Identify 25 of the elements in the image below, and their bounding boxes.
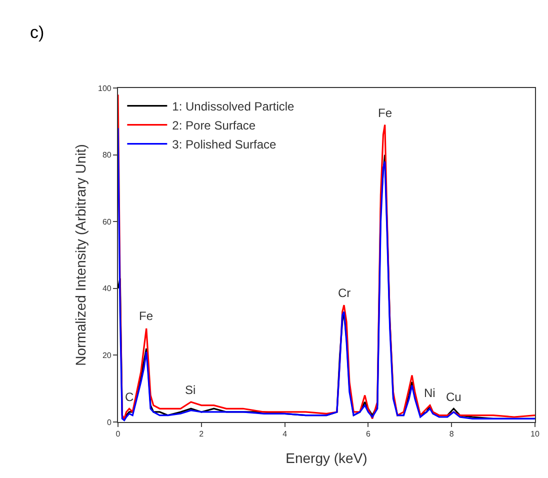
x-axis-title: Energy (keV) bbox=[286, 450, 368, 466]
x-tick-label: 8 bbox=[449, 430, 454, 439]
y-tick-label: 0 bbox=[106, 418, 112, 427]
legend-label: 3: Polished Surface bbox=[172, 138, 277, 152]
y-axis-title: Normalized Intensity (Arbitrary Unit) bbox=[72, 144, 89, 366]
annotation: Si bbox=[185, 383, 196, 397]
annotation: Fe bbox=[378, 106, 392, 120]
y-tick-label: 40 bbox=[102, 284, 112, 294]
x-tick-label: 6 bbox=[366, 430, 371, 439]
y-tick-label: 80 bbox=[102, 150, 112, 160]
x-tick-label: 10 bbox=[530, 430, 540, 439]
y-tick-label: 60 bbox=[102, 217, 112, 226]
y-tick-label: 20 bbox=[102, 351, 112, 360]
x-tick-label: 4 bbox=[282, 430, 288, 439]
annotation: Cu bbox=[446, 390, 462, 404]
annotation: Cr bbox=[338, 286, 351, 300]
legend-label: 2: Pore Surface bbox=[172, 118, 256, 133]
x-tick-label: 0 bbox=[116, 430, 121, 439]
x-tick-label: 2 bbox=[199, 430, 204, 439]
annotation: C bbox=[125, 390, 134, 404]
text: c) bbox=[30, 23, 44, 42]
annotation: Fe bbox=[139, 309, 154, 323]
y-tick-label: 100 bbox=[98, 84, 112, 93]
annotation: Ni bbox=[424, 386, 436, 400]
legend-label: 1: Undissolved Particle bbox=[172, 100, 295, 114]
